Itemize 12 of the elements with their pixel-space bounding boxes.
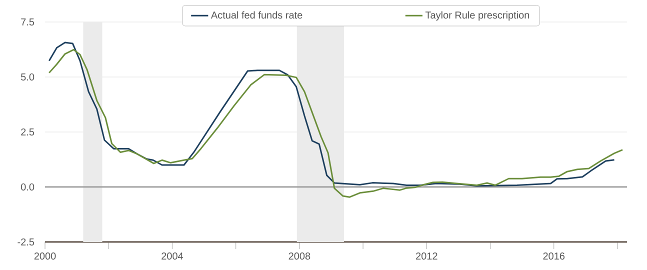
- y-tick-label: 0.0: [20, 183, 34, 191]
- x-tick-label: 2004: [162, 252, 184, 260]
- legend-label: Actual fed funds rate: [210, 11, 302, 19]
- y-tick-label: -2.5: [18, 238, 34, 246]
- y-tick-label: 5.0: [21, 73, 34, 81]
- y-tick-label: 2.5: [21, 128, 34, 136]
- x-tick-label: 2000: [34, 252, 56, 260]
- x-tick-label: 2012: [416, 252, 438, 260]
- y-tick-label: 7.5: [21, 18, 34, 26]
- x-tick-label: 2016: [543, 252, 565, 260]
- legend-label: Taylor Rule prescription: [425, 11, 530, 21]
- x-tick-label: 2008: [288, 252, 310, 260]
